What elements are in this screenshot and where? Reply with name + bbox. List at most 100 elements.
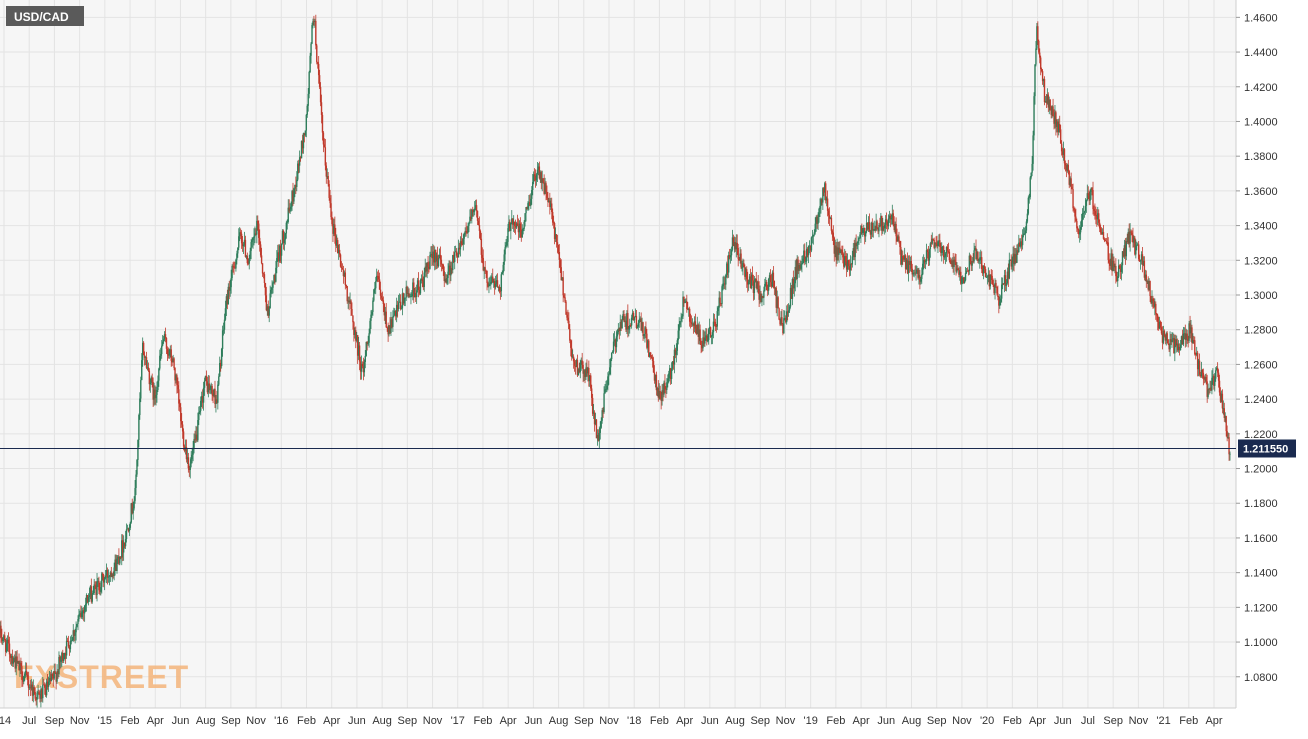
candle-body: [897, 236, 899, 242]
candle-body: [1119, 268, 1122, 272]
candle: [802, 255, 804, 265]
candle-body: [440, 259, 443, 265]
candle-body: [558, 252, 561, 260]
candle-body: [324, 147, 327, 166]
candle: [439, 246, 442, 267]
candle-body: [987, 274, 990, 277]
candle: [946, 244, 949, 258]
candle-body: [1004, 275, 1007, 286]
candle: [468, 221, 470, 233]
x-tick-label: Jun: [348, 715, 366, 727]
candle-body: [58, 656, 60, 675]
candle: [112, 571, 114, 579]
candle: [1013, 245, 1015, 272]
candle-body: [951, 260, 953, 265]
candle: [1156, 312, 1158, 322]
candle: [490, 275, 492, 290]
candle-body: [820, 199, 822, 206]
candle: [553, 221, 556, 245]
candle: [138, 413, 140, 448]
candle: [175, 373, 177, 384]
candle-body: [811, 236, 814, 238]
candle: [79, 610, 81, 617]
candle: [646, 328, 648, 350]
candle-body: [942, 246, 944, 251]
candle-body: [827, 210, 830, 216]
candle: [428, 261, 430, 273]
candle-body: [545, 183, 547, 193]
candle: [153, 382, 155, 406]
candle: [975, 239, 977, 260]
candle-body: [563, 295, 565, 298]
candle-body: [1131, 232, 1133, 235]
candle-body: [1090, 188, 1092, 192]
candle-body: [647, 340, 649, 348]
candle: [768, 272, 771, 287]
candle: [567, 309, 569, 324]
candle-body: [509, 221, 511, 231]
candle-body: [777, 297, 779, 309]
candle: [571, 349, 574, 359]
candle-body: [345, 284, 347, 287]
candle-body: [40, 689, 42, 699]
candle: [269, 285, 271, 309]
candle: [837, 241, 839, 261]
candle-body: [72, 630, 74, 641]
candle: [1047, 92, 1050, 112]
candle: [1124, 238, 1127, 265]
candle: [626, 310, 628, 335]
candle: [1098, 209, 1100, 227]
candle-body: [210, 386, 212, 389]
candle: [898, 231, 900, 244]
y-tick-label: 1.2400: [1244, 394, 1278, 406]
candle: [684, 299, 686, 304]
candle: [408, 288, 410, 299]
candle: [145, 351, 148, 370]
candle-body: [655, 374, 658, 391]
candle: [844, 250, 847, 266]
candle: [680, 312, 682, 328]
candle: [696, 316, 698, 335]
candle: [72, 624, 74, 642]
candle: [34, 687, 36, 702]
candle: [623, 310, 625, 323]
candle: [157, 375, 159, 393]
candle-body: [515, 223, 518, 228]
candle-body: [479, 230, 482, 239]
candle-body: [24, 673, 26, 677]
candle: [1157, 316, 1160, 331]
candle-body: [454, 252, 456, 263]
candle-body: [657, 388, 659, 398]
candle-body: [964, 273, 967, 281]
candle: [1135, 239, 1137, 259]
candle-body: [780, 317, 782, 325]
candle: [360, 355, 363, 380]
candle: [283, 231, 286, 251]
candle-body: [1164, 336, 1167, 341]
candle: [444, 272, 446, 283]
candle: [835, 241, 837, 267]
candle-body: [794, 266, 796, 284]
candle-body: [885, 219, 888, 222]
candle-body: [832, 232, 835, 238]
candle: [1032, 130, 1034, 171]
candle: [620, 319, 622, 332]
candle-body: [869, 231, 872, 235]
candle-body: [42, 684, 44, 699]
candle-body: [1071, 187, 1073, 190]
candle: [285, 220, 288, 239]
candle: [482, 249, 484, 272]
candle-body: [665, 389, 667, 391]
candle-body: [223, 319, 226, 330]
x-tick-label: Aug: [902, 715, 922, 727]
candle: [174, 367, 176, 387]
candle-body: [750, 274, 753, 289]
candle-body: [466, 231, 468, 233]
symbol-badge[interactable]: USD/CAD: [6, 6, 84, 26]
candle: [668, 370, 670, 384]
x-tick-label: Sep: [574, 715, 594, 727]
candle: [1173, 333, 1175, 354]
candle-body: [356, 335, 358, 341]
candle: [1017, 243, 1019, 255]
